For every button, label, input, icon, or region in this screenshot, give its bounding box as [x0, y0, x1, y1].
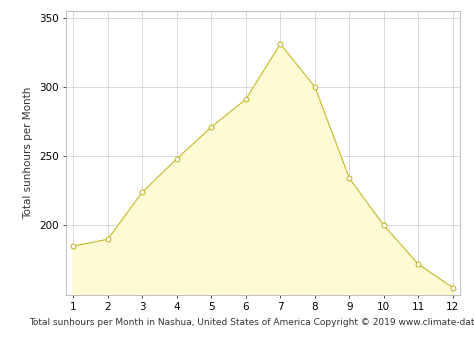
Y-axis label: Total sunhours per Month: Total sunhours per Month — [23, 87, 33, 219]
X-axis label: Total sunhours per Month in Nashua, United States of America Copyright © 2019 ww: Total sunhours per Month in Nashua, Unit… — [29, 318, 474, 327]
